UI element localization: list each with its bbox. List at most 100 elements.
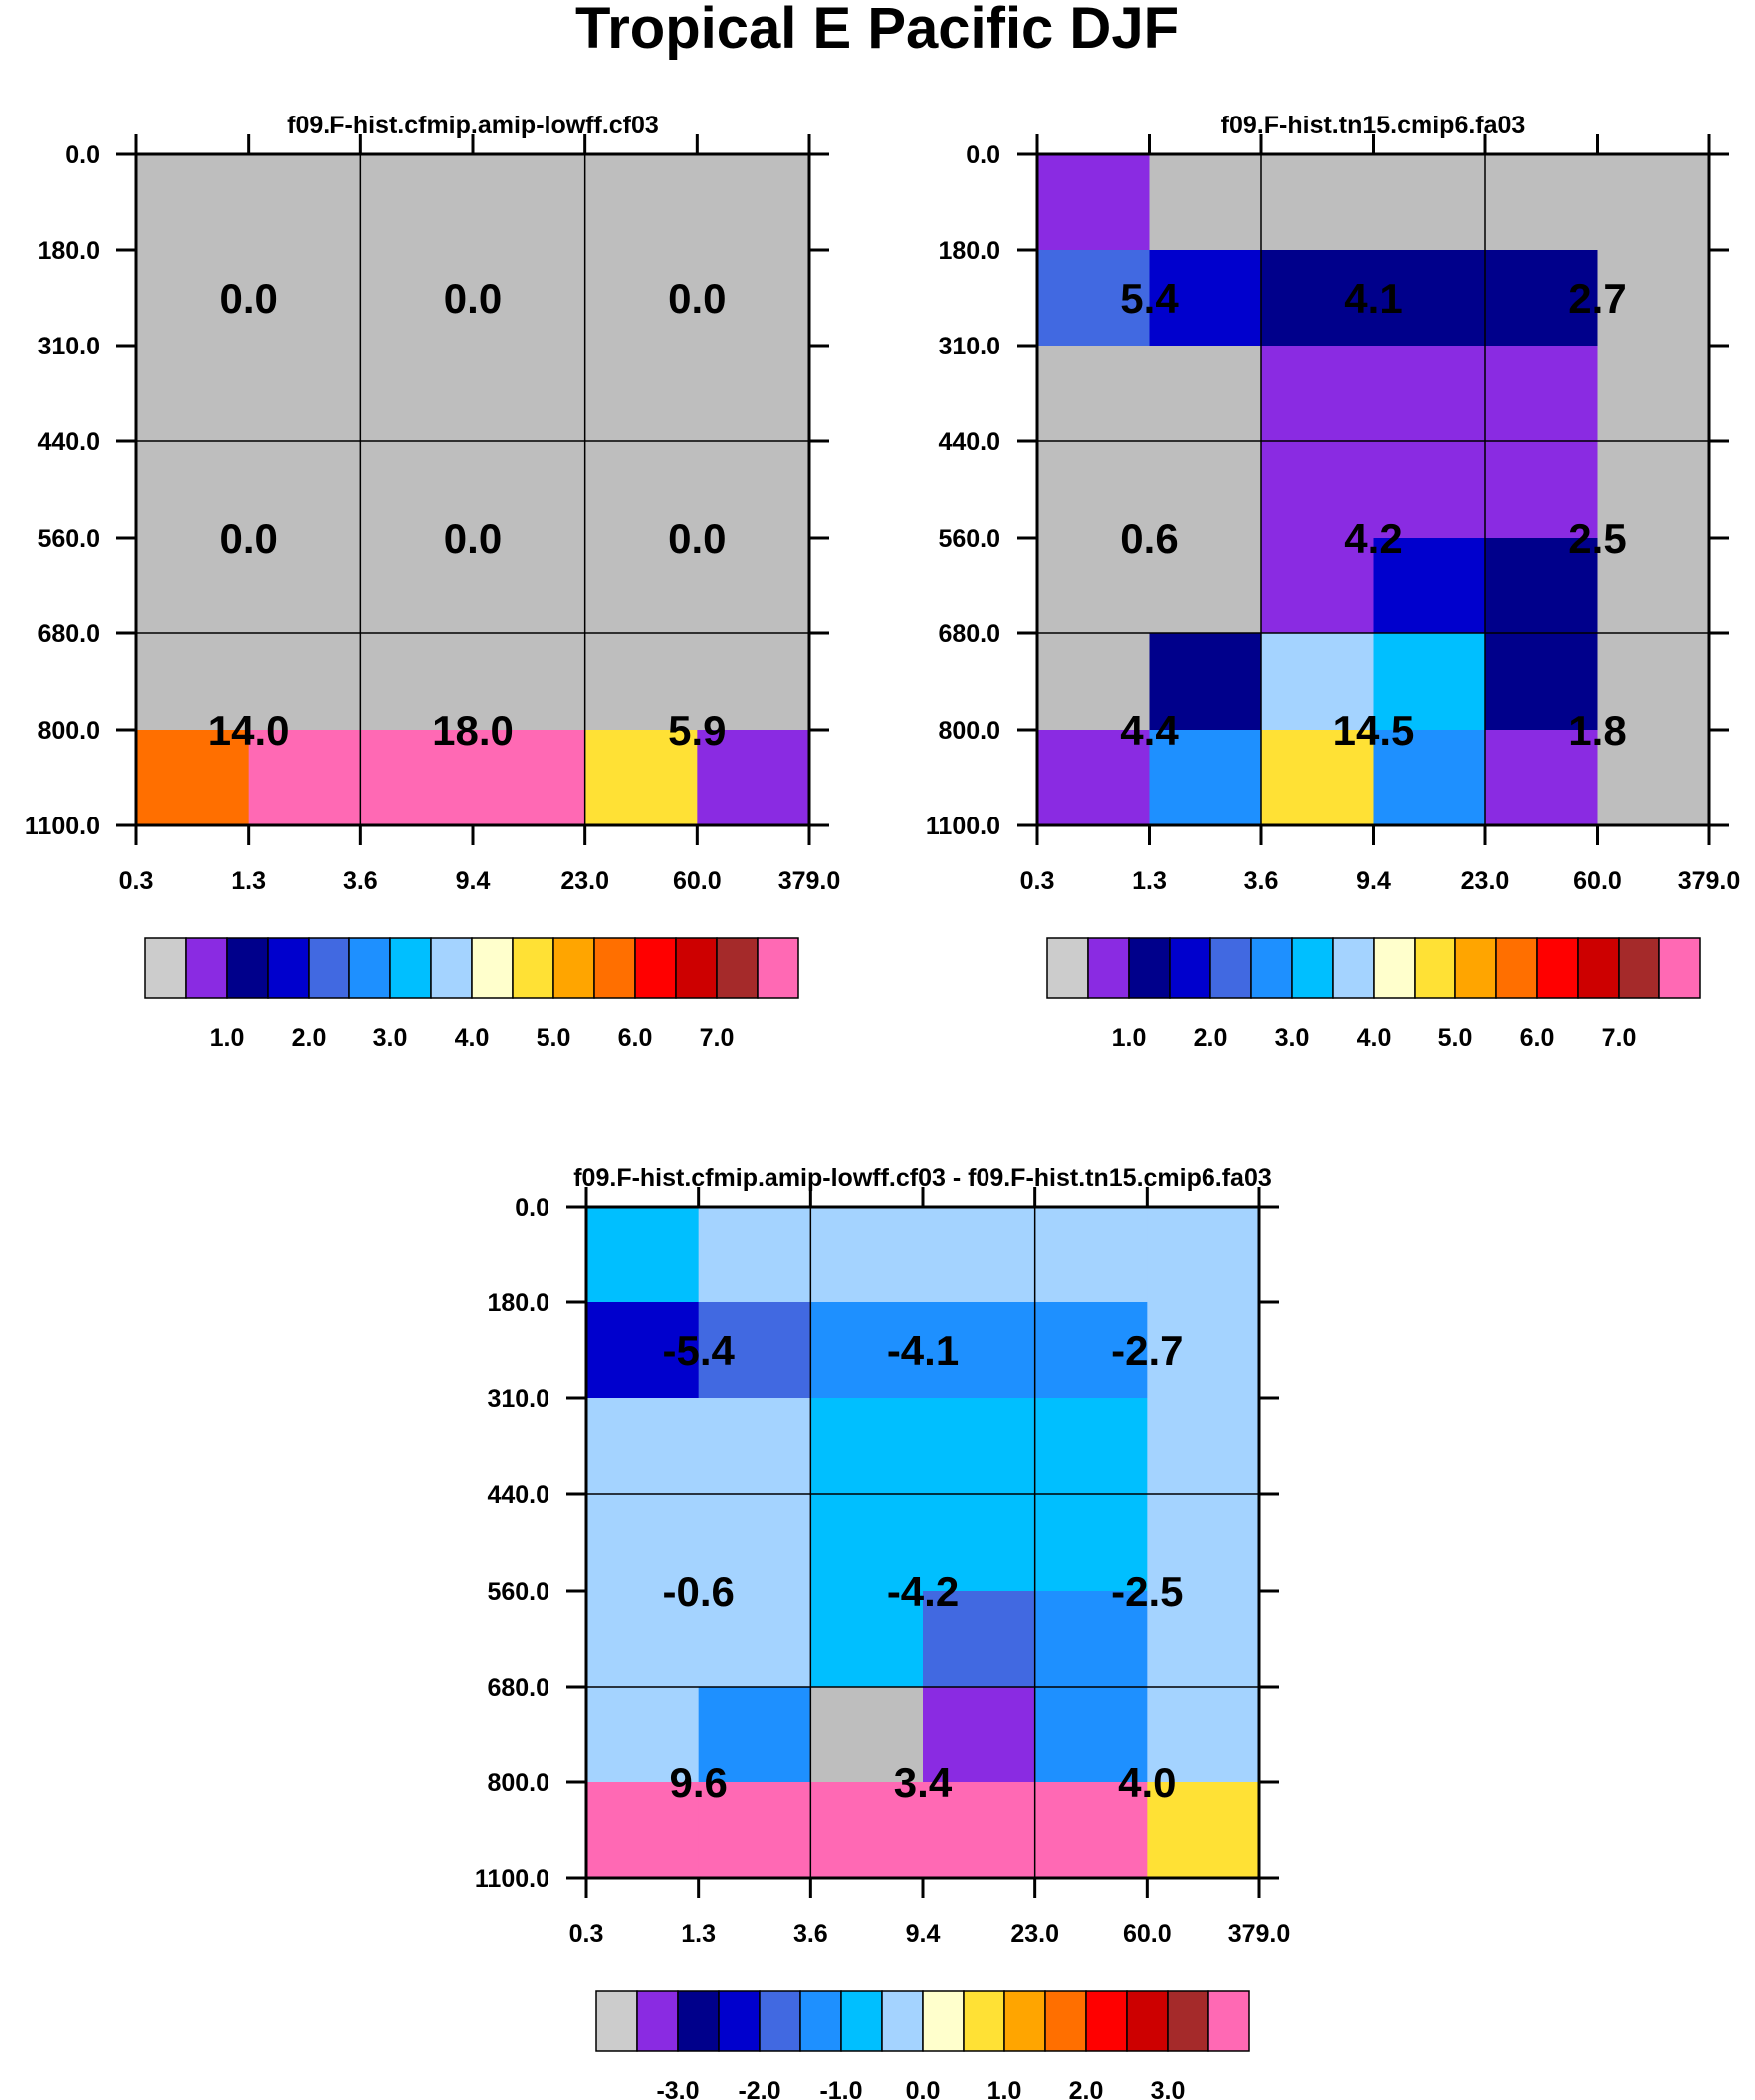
x-tick-label: 3.6 <box>1244 867 1279 895</box>
heatmap-cell <box>1147 1302 1260 1399</box>
y-tick-label: 440.0 <box>487 1481 549 1509</box>
y-tick-label: 560.0 <box>938 525 1000 553</box>
heatmap-cell <box>360 730 474 826</box>
colorbar-label: 5.0 <box>1438 1024 1473 1051</box>
colorbar-swatch <box>595 1990 638 2052</box>
x-tick-label: 3.6 <box>343 867 378 895</box>
heatmap-cell <box>1147 1687 1260 1783</box>
x-tick-label: 379.0 <box>1228 1920 1291 1948</box>
heatmap-cell <box>1149 633 1262 731</box>
heatmap-cell <box>584 346 698 442</box>
colorbar-swatch <box>1207 1990 1250 2052</box>
heatmap-cell <box>360 154 474 251</box>
heatmap-cell <box>1261 730 1374 826</box>
heatmap-cell <box>248 633 361 731</box>
heatmap-cell <box>697 633 810 731</box>
y-tick-label: 800.0 <box>37 717 100 745</box>
colorbar-swatch <box>963 1990 1005 2052</box>
heatmap-cell <box>473 154 586 251</box>
colorbar-swatch <box>389 937 432 999</box>
colorbar-swatch <box>1167 1990 1209 2052</box>
cell-value-label: 4.1 <box>1344 275 1402 322</box>
heatmap-cell <box>473 441 586 539</box>
y-tick-label: 560.0 <box>487 1578 549 1606</box>
y-tick-label: 0.0 <box>966 141 1000 169</box>
heatmap-cell <box>1485 441 1598 539</box>
y-tick-label: 180.0 <box>938 237 1000 265</box>
heatmap-cell <box>360 441 474 539</box>
colorbar-swatch <box>185 937 228 999</box>
cell-value-label: 0.0 <box>219 275 277 322</box>
colorbar-swatch <box>1332 937 1375 999</box>
colorbar-swatch <box>1003 1990 1046 2052</box>
heatmap-cell <box>248 730 361 826</box>
x-tick-label: 9.4 <box>906 1920 941 1948</box>
colorbar-swatch <box>1414 937 1456 999</box>
heatmap-cell <box>1261 633 1374 731</box>
heatmap-cell <box>810 1687 924 1783</box>
heatmap-cell <box>1485 730 1598 826</box>
heatmap-cell <box>1261 346 1374 442</box>
colorbar-label: 0.0 <box>906 2077 941 2100</box>
cell-value-label: -4.1 <box>887 1327 959 1374</box>
colorbar-swatch <box>922 1990 965 2052</box>
cell-value-label: 0.0 <box>444 275 502 322</box>
colorbar-swatch <box>1291 937 1334 999</box>
y-tick-label: 180.0 <box>487 1289 549 1317</box>
cell-value-label: 4.2 <box>1344 515 1402 562</box>
heatmap-cell <box>360 633 474 731</box>
y-tick-label: 310.0 <box>487 1385 549 1413</box>
heatmap-cell <box>923 1591 1036 1688</box>
cell-value-label: 0.0 <box>444 515 502 562</box>
colorbar-swatch <box>1658 937 1701 999</box>
heatmap-cell <box>810 1207 924 1303</box>
heatmap-cell <box>1034 1494 1148 1592</box>
heatmap-cell <box>584 730 698 826</box>
heatmap-cell <box>1597 250 1710 347</box>
figure-title: Tropical E Pacific DJF <box>575 0 1179 61</box>
colorbar-label: 3.0 <box>1151 2077 1186 2100</box>
heatmap-cell <box>136 633 250 731</box>
y-tick-label: 800.0 <box>487 1769 549 1797</box>
heatmap-cell <box>810 1591 924 1688</box>
cell-value-label: 3.4 <box>894 1759 953 1806</box>
heatmap-cell <box>1373 250 1486 347</box>
cell-value-label: 1.8 <box>1568 707 1626 754</box>
colorbar-swatch <box>1128 937 1171 999</box>
colorbar-swatch <box>308 937 350 999</box>
heatmap-cell <box>584 538 698 634</box>
colorbar-swatch <box>1495 937 1538 999</box>
heatmap-cell <box>1034 1207 1148 1303</box>
heatmap-cell <box>1373 154 1486 251</box>
colorbar-label: 7.0 <box>700 1024 735 1051</box>
heatmap-cell <box>698 1494 811 1592</box>
colorbar-label: 4.0 <box>1357 1024 1392 1051</box>
colorbar-swatch <box>759 1990 801 2052</box>
x-tick-label: 1.3 <box>1132 867 1167 895</box>
heatmap-cell <box>136 730 250 826</box>
x-tick-label: 60.0 <box>1573 867 1622 895</box>
cell-value-label: -5.4 <box>662 1327 735 1374</box>
y-tick-label: 680.0 <box>938 620 1000 648</box>
heatmap-cell <box>923 1782 1036 1879</box>
heatmap-cell <box>1147 1494 1260 1592</box>
heatmap-cell <box>1373 538 1486 634</box>
y-tick-label: 310.0 <box>37 333 100 360</box>
x-tick-label: 1.3 <box>681 1920 716 1948</box>
heatmap-cell <box>136 441 250 539</box>
heatmap-cell <box>584 154 698 251</box>
colorbar-swatch <box>677 1990 720 2052</box>
colorbar-swatch <box>1577 937 1620 999</box>
colorbar-swatch <box>1126 1990 1169 2052</box>
colorbar-swatch <box>348 937 391 999</box>
cell-value-label: 0.6 <box>1120 515 1178 562</box>
heatmap-cell <box>1147 1782 1260 1879</box>
panel-1: f09.F-hist.cfmip.amip-lowff.cf030.0180.0… <box>25 112 840 1051</box>
colorbar-label: 2.0 <box>1069 2077 1104 2100</box>
cell-value-label: 5.9 <box>668 707 726 754</box>
cell-value-label: -2.5 <box>1111 1568 1183 1615</box>
heatmap-cell <box>586 1398 700 1495</box>
heatmap-cell <box>810 1302 924 1399</box>
heatmap-cell <box>1149 346 1262 442</box>
heatmap-cell <box>1597 538 1710 634</box>
